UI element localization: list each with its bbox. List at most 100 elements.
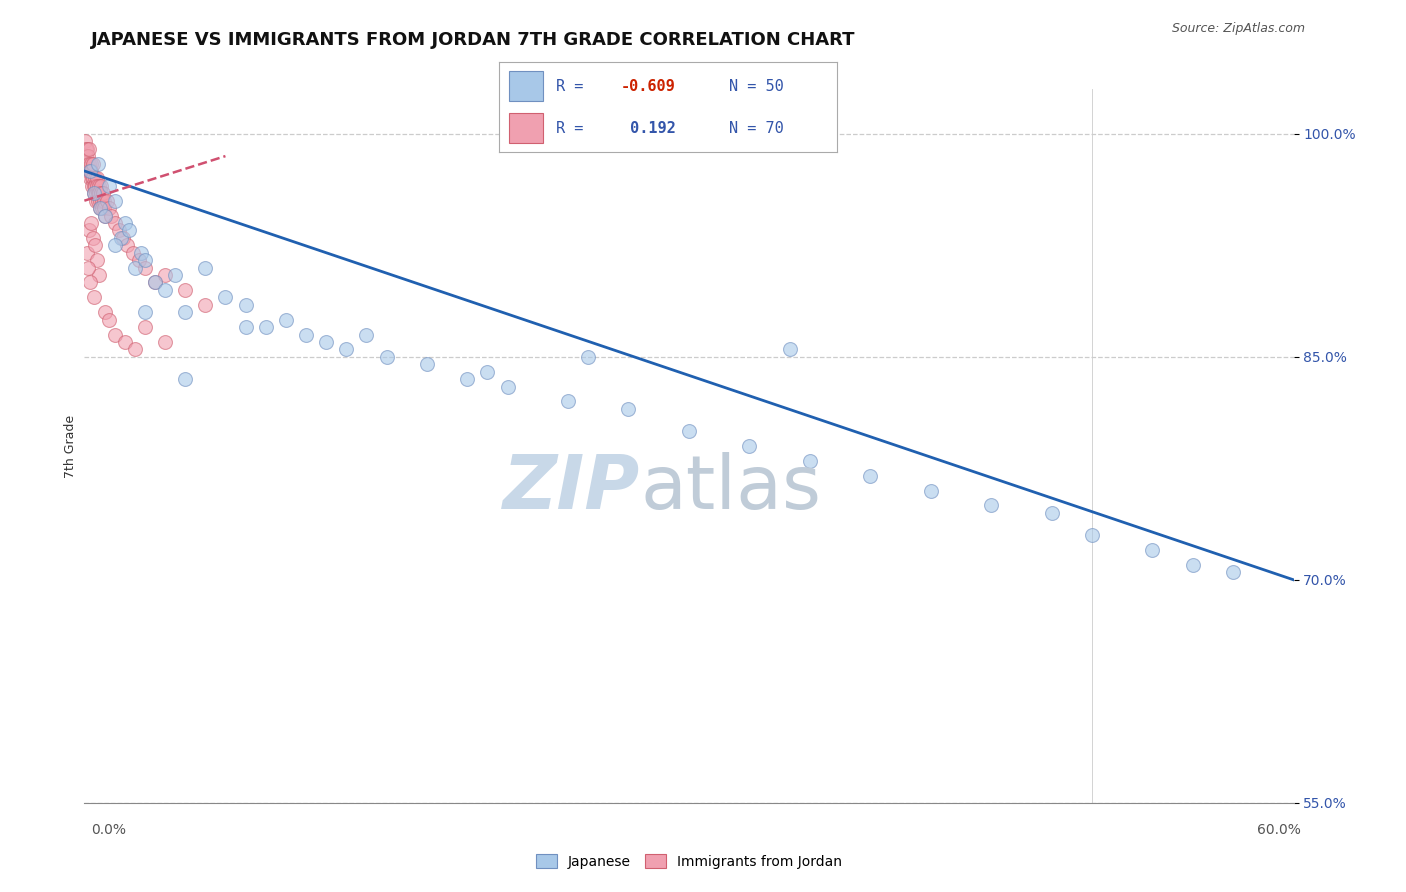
Point: [76, 156, 98, 170]
Y-axis label: 7th Grade: 7th Grade: [65, 415, 77, 477]
Point: [100, 209, 122, 223]
Point: [1040, 506, 1063, 520]
Text: atlas: atlas: [641, 452, 821, 525]
Point: [84, 178, 107, 193]
Point: [111, 231, 134, 245]
Point: [76, 142, 98, 156]
Point: [165, 268, 187, 282]
Point: [134, 253, 156, 268]
Point: [416, 357, 439, 371]
Point: [174, 305, 197, 319]
Point: [97, 312, 120, 326]
Point: [80, 216, 103, 230]
Point: [77, 149, 100, 163]
Point: [89, 268, 111, 282]
Point: [104, 216, 127, 230]
Text: 0.0%: 0.0%: [91, 823, 127, 837]
Point: [80, 156, 103, 170]
Point: [194, 298, 217, 312]
Point: [557, 394, 579, 409]
Point: [920, 483, 942, 498]
Point: [1081, 528, 1104, 542]
Point: [124, 343, 146, 357]
Point: [90, 178, 112, 193]
Point: [134, 305, 156, 319]
Point: [96, 194, 118, 208]
Point: [104, 194, 127, 208]
FancyBboxPatch shape: [509, 113, 543, 143]
Point: [134, 320, 156, 334]
Text: 0.192: 0.192: [620, 120, 675, 136]
Point: [79, 164, 101, 178]
Point: [90, 186, 112, 201]
Point: [315, 334, 337, 349]
Text: N = 70: N = 70: [728, 120, 783, 136]
Legend: Japanese, Immigrants from Jordan: Japanese, Immigrants from Jordan: [530, 848, 848, 874]
Point: [83, 171, 105, 186]
Point: [93, 209, 115, 223]
Point: [77, 164, 100, 178]
Point: [1222, 566, 1244, 580]
Point: [114, 334, 136, 349]
Point: [114, 216, 136, 230]
Point: [1181, 558, 1204, 572]
Point: [110, 231, 132, 245]
Point: [79, 171, 101, 186]
Text: R =: R =: [557, 120, 583, 136]
Point: [82, 171, 104, 186]
Point: [456, 372, 478, 386]
Point: [153, 334, 176, 349]
Point: [97, 201, 120, 215]
Point: [254, 320, 277, 334]
Point: [80, 164, 103, 178]
Text: R =: R =: [557, 78, 583, 94]
Point: [75, 134, 97, 148]
Point: [214, 290, 236, 304]
Point: [124, 260, 146, 275]
Point: [93, 305, 115, 319]
Text: ZIP: ZIP: [503, 452, 641, 525]
Point: [115, 238, 138, 252]
Point: [97, 178, 120, 193]
Point: [118, 223, 141, 237]
Point: [87, 186, 110, 201]
Point: [143, 276, 166, 290]
Text: N = 50: N = 50: [728, 78, 783, 94]
Point: [87, 178, 110, 193]
Point: [83, 290, 105, 304]
Point: [82, 231, 104, 245]
Point: [194, 260, 217, 275]
FancyBboxPatch shape: [509, 71, 543, 101]
Point: [496, 379, 519, 393]
Point: [104, 238, 127, 252]
Point: [174, 283, 197, 297]
Point: [86, 194, 108, 208]
Point: [91, 194, 114, 208]
Point: [617, 401, 640, 416]
Point: [89, 201, 111, 215]
Point: [274, 312, 297, 326]
Point: [84, 238, 107, 252]
Point: [375, 350, 398, 364]
Point: [86, 253, 108, 268]
Point: [235, 320, 257, 334]
Point: [83, 186, 105, 201]
Point: [83, 186, 105, 201]
Point: [93, 201, 115, 215]
Point: [76, 245, 98, 260]
Point: [87, 156, 110, 170]
Point: [799, 454, 821, 468]
Point: [129, 245, 152, 260]
Point: [93, 194, 115, 208]
Point: [128, 253, 150, 268]
Point: [79, 223, 101, 237]
Point: [235, 298, 257, 312]
Point: [134, 260, 156, 275]
Point: [83, 178, 105, 193]
Point: [738, 439, 761, 453]
Point: [779, 343, 801, 357]
Text: -0.609: -0.609: [620, 78, 675, 94]
Text: JAPANESE VS IMMIGRANTS FROM JORDAN 7TH GRADE CORRELATION CHART: JAPANESE VS IMMIGRANTS FROM JORDAN 7TH G…: [91, 31, 856, 49]
Point: [89, 194, 111, 208]
Point: [79, 156, 101, 170]
